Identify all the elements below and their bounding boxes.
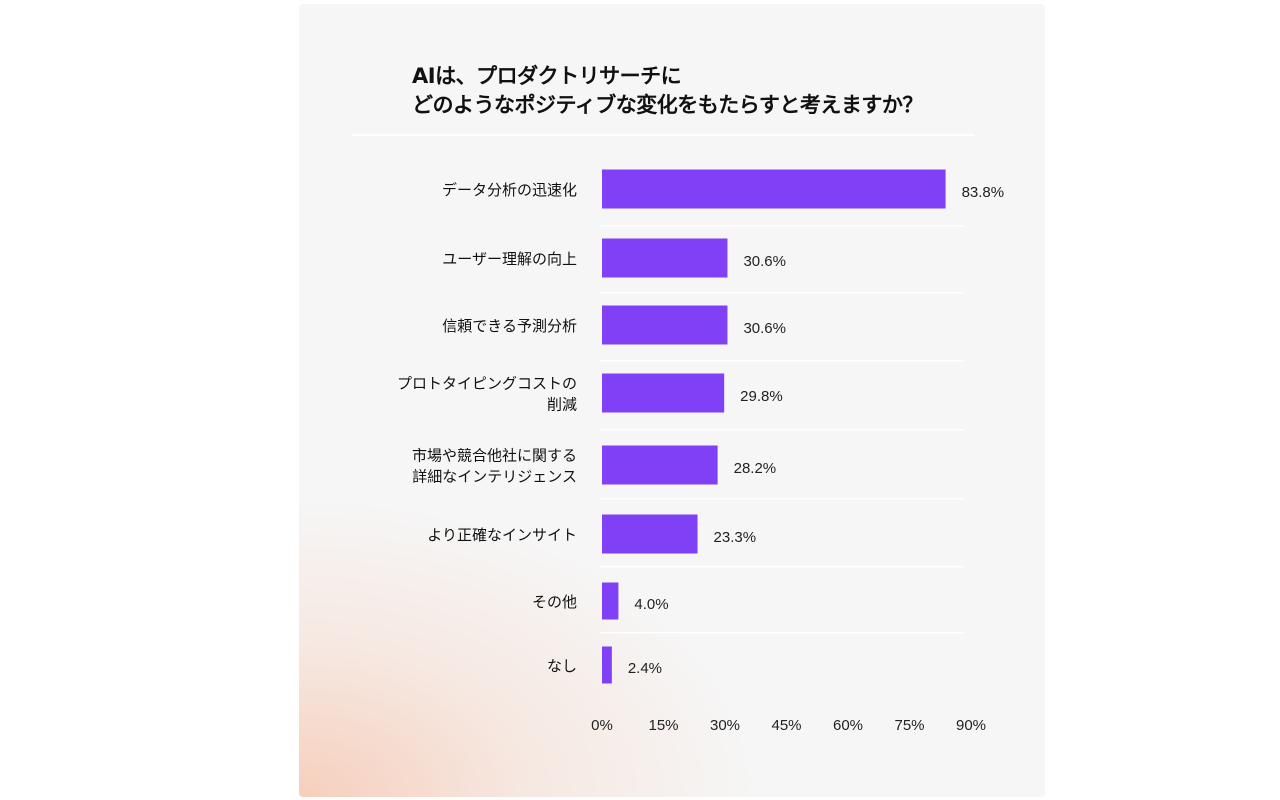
category-label: プロトタイピングコストの [397, 375, 577, 393]
value-label: 2.4% [628, 660, 662, 677]
bar [602, 169, 946, 209]
title-divider [352, 134, 975, 136]
x-tick-label: 90% [956, 717, 986, 734]
value-label: 28.2% [734, 460, 777, 477]
x-tick-label: 60% [833, 717, 863, 734]
bar [602, 514, 698, 554]
bar [602, 646, 612, 684]
category-label: 削減 [547, 396, 577, 414]
row-divider [600, 360, 964, 362]
category-label: 詳細なインテリジェンス [412, 468, 577, 486]
chart-title-line-2: どのようなポジティブな変化をもたらすと考えますか？ [412, 93, 923, 117]
category-label: データ分析の迅速化 [442, 181, 577, 199]
row-divider [600, 566, 964, 568]
row-divider [600, 292, 964, 294]
x-tick-label: 0% [591, 717, 613, 734]
value-label: 83.8% [962, 184, 1005, 201]
x-tick-label: 75% [894, 717, 924, 734]
chart-title-line-1: AIは、プロダクトリサーチに [412, 64, 682, 88]
value-label: 4.0% [634, 596, 668, 613]
value-label: 23.3% [714, 529, 757, 546]
row-divider [600, 632, 964, 634]
category-label: 市場や競合他社に関する [412, 447, 577, 465]
x-tick-label: 30% [710, 717, 740, 734]
category-label: より正確なインサイト [427, 526, 577, 544]
row-divider [600, 498, 964, 500]
bar [602, 582, 619, 620]
category-label: なし [547, 657, 577, 675]
value-label: 30.6% [743, 253, 786, 270]
row-divider [600, 225, 964, 227]
bar [602, 238, 728, 278]
category-label: ユーザー理解の向上 [442, 250, 577, 268]
x-tick-label: 45% [771, 717, 801, 734]
x-tick-label: 15% [648, 717, 678, 734]
category-label: 信頼できる予測分析 [442, 317, 577, 335]
chart-title: AIは、プロダクトリサーチに どのようなポジティブな変化をもたらすと考えますか？ [412, 62, 923, 120]
value-label: 30.6% [743, 320, 786, 337]
bar [602, 373, 725, 413]
row-divider [600, 429, 964, 431]
bar [602, 305, 728, 345]
value-label: 29.8% [740, 388, 783, 405]
bar [602, 445, 718, 485]
category-label: その他 [532, 593, 577, 611]
